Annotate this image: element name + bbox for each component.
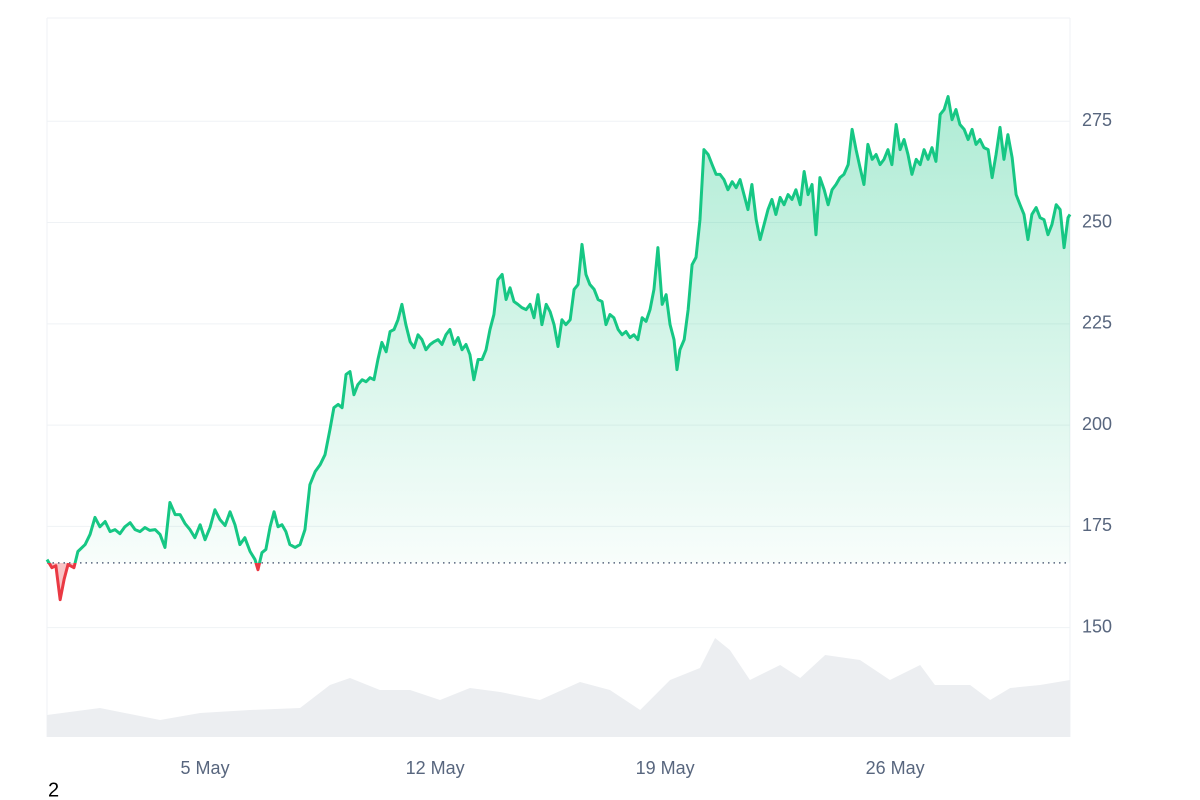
volume-area xyxy=(47,638,1070,737)
y-tick-label: 225 xyxy=(1082,313,1112,333)
y-tick-label: 150 xyxy=(1082,616,1112,636)
x-tick-label: 12 May xyxy=(406,758,465,778)
x-tick-label: 5 May xyxy=(181,758,230,778)
footer-note: 2 xyxy=(48,779,59,800)
y-tick-label: 175 xyxy=(1082,515,1112,535)
y-tick-label: 250 xyxy=(1082,211,1112,231)
price-line xyxy=(45,95,1072,602)
y-tick-label: 200 xyxy=(1082,414,1112,434)
y-tick-label: 275 xyxy=(1082,110,1112,130)
x-tick-label: 26 May xyxy=(866,758,925,778)
x-tick-label: 19 May xyxy=(636,758,695,778)
